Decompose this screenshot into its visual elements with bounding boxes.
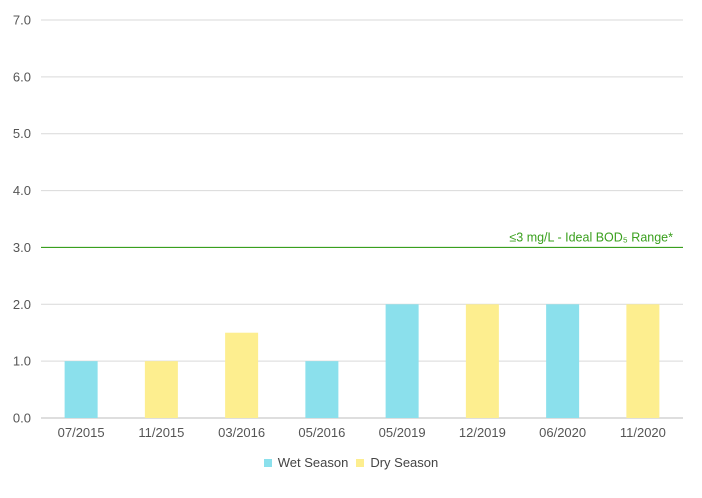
bar[interactable] xyxy=(64,361,98,418)
y-tick-label: 6.0 xyxy=(13,69,31,84)
legend: Wet Season Dry Season xyxy=(0,455,702,470)
x-tick-label: 05/2019 xyxy=(379,425,426,440)
bar[interactable] xyxy=(385,304,419,418)
bar[interactable] xyxy=(225,332,259,418)
bars xyxy=(64,304,660,418)
y-tick-label: 2.0 xyxy=(13,297,31,312)
x-axis-tick-labels: 07/2015 11/2015 03/2016 05/2016 05/2019 12/20… xyxy=(58,425,666,440)
x-tick-label: 06/2020 xyxy=(539,425,586,440)
gridlines xyxy=(41,19,683,419)
bar[interactable] xyxy=(546,304,580,418)
y-axis-tick-labels: 0.0 1.0 2.0 3.0 4.0 5.0 6.0 7.0 xyxy=(13,13,31,426)
x-tick-label: 07/2015 xyxy=(58,425,105,440)
y-tick-label: 0.0 xyxy=(13,411,31,426)
x-tick-label: 05/2016 xyxy=(298,425,345,440)
bar[interactable] xyxy=(144,361,178,418)
x-tick-label: 03/2016 xyxy=(218,425,265,440)
legend-item-wet[interactable]: Wet Season xyxy=(263,455,349,470)
x-tick-label: 11/2020 xyxy=(620,425,666,440)
reference-line-label: ≤3 mg/L - Ideal BOD₅ Range* xyxy=(509,230,673,244)
y-tick-label: 1.0 xyxy=(13,354,31,369)
legend-label-dry: Dry Season xyxy=(370,455,439,470)
legend-item-dry[interactable]: Dry Season xyxy=(356,455,438,470)
bar[interactable] xyxy=(626,304,660,418)
y-tick-label: 7.0 xyxy=(13,13,31,28)
bar[interactable] xyxy=(465,304,499,418)
legend-label-wet: Wet Season xyxy=(277,455,349,470)
reference-line-group: ≤3 mg/L - Ideal BOD₅ Range* xyxy=(41,230,683,249)
legend-swatch-wet xyxy=(263,458,272,467)
legend-swatch-dry xyxy=(356,458,365,467)
x-tick-label: 12/2019 xyxy=(459,425,506,440)
y-tick-label: 4.0 xyxy=(13,183,31,198)
y-tick-label: 5.0 xyxy=(13,126,31,141)
bar[interactable] xyxy=(305,361,339,418)
x-tick-label: 11/2015 xyxy=(138,425,184,440)
y-tick-label: 3.0 xyxy=(13,240,31,255)
